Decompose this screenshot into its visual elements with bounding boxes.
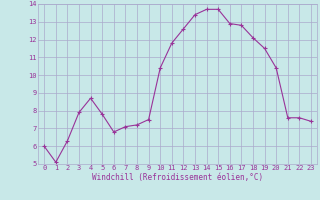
X-axis label: Windchill (Refroidissement éolien,°C): Windchill (Refroidissement éolien,°C) [92,173,263,182]
